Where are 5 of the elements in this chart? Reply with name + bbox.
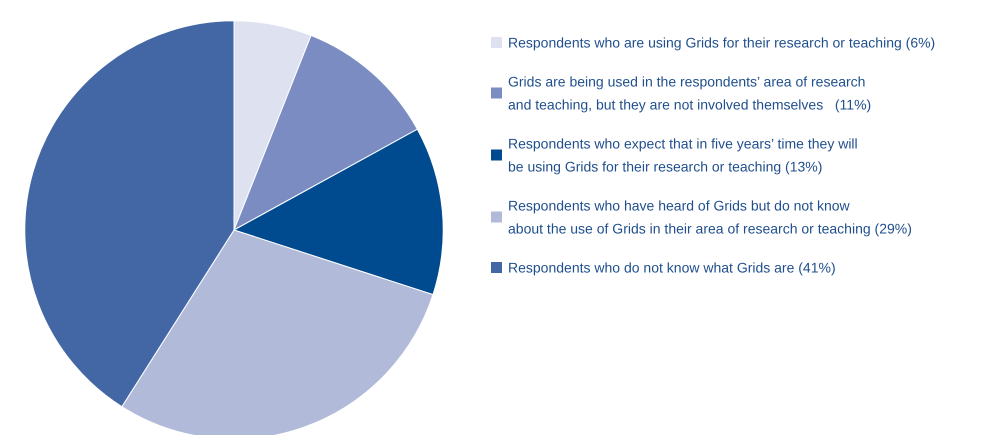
legend-label: Respondents who have heard of Grids but do not know about the use of Grids in their area of research or teaching (29%) [508, 198, 912, 236]
legend-label: Respondents who are using Grids for their research or teaching (6%) [508, 34, 936, 50]
legend-label: Respondents who do not know what Grids are (41%) [508, 260, 836, 276]
legend-label: Grids are being used in the respondents’ area of research and teaching, but they are not involved themselves (11%) [508, 74, 872, 112]
legend-label: Respondents who expect that in five years’ time they will be using Grids for their research or teaching (13%) [508, 136, 858, 174]
